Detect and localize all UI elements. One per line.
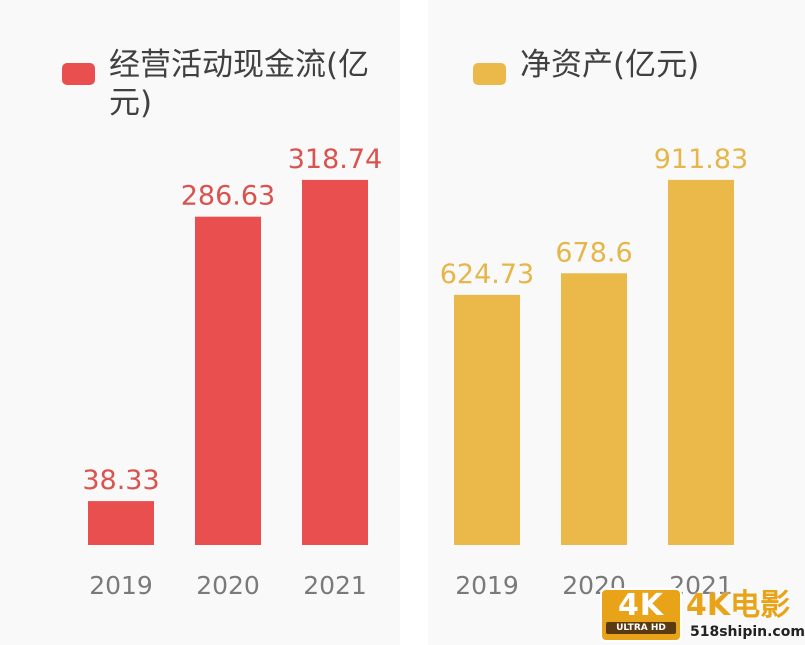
legend-swatch-yellow [473,63,506,85]
bar-net-assets-2021 [668,179,734,545]
bar-net-assets-2020 [561,273,627,545]
watermark-logo: 4K ULTRA HD 4K电影 518shipin.com [600,588,805,645]
bar-net-assets-2019 [454,294,520,545]
badge-small-text: ULTRA HD [606,622,676,634]
value-label-cash-flow-2021: 318.74 [288,144,382,175]
value-label-net-assets-2019: 624.73 [440,259,534,290]
legend-label-net-assets: 净资产(亿元) [520,47,700,83]
x-tick-label-cash-flow-2019: 2019 [89,571,153,600]
legend-operating-cash-flow: 经营活动现金流(亿元) [62,46,382,122]
watermark-url: 518shipin.com [690,624,805,640]
legend-swatch-red [62,63,95,85]
bar-cash-flow-2020 [195,216,261,546]
watermark-title: 4K电影 [686,588,791,623]
bar-cash-flow-2021 [302,179,368,545]
x-tick-label-net-assets-2019: 2019 [455,571,519,600]
bar-cash-flow-2019 [88,501,154,545]
value-label-cash-flow-2019: 38.33 [82,465,159,496]
value-label-net-assets-2020: 678.6 [555,237,632,268]
x-tick-label-cash-flow-2021: 2021 [303,571,367,600]
legend-label-operating-cash-flow: 经营活动现金流(亿元) [109,47,370,121]
value-label-net-assets-2021: 911.83 [654,144,748,175]
badge-big-text: 4K [617,588,665,623]
ultra-hd-badge: 4K ULTRA HD [600,588,682,642]
legend-net-assets: 净资产(亿元) [473,46,699,85]
x-tick-label-cash-flow-2020: 2020 [196,571,260,600]
value-label-cash-flow-2020: 286.63 [181,181,275,212]
